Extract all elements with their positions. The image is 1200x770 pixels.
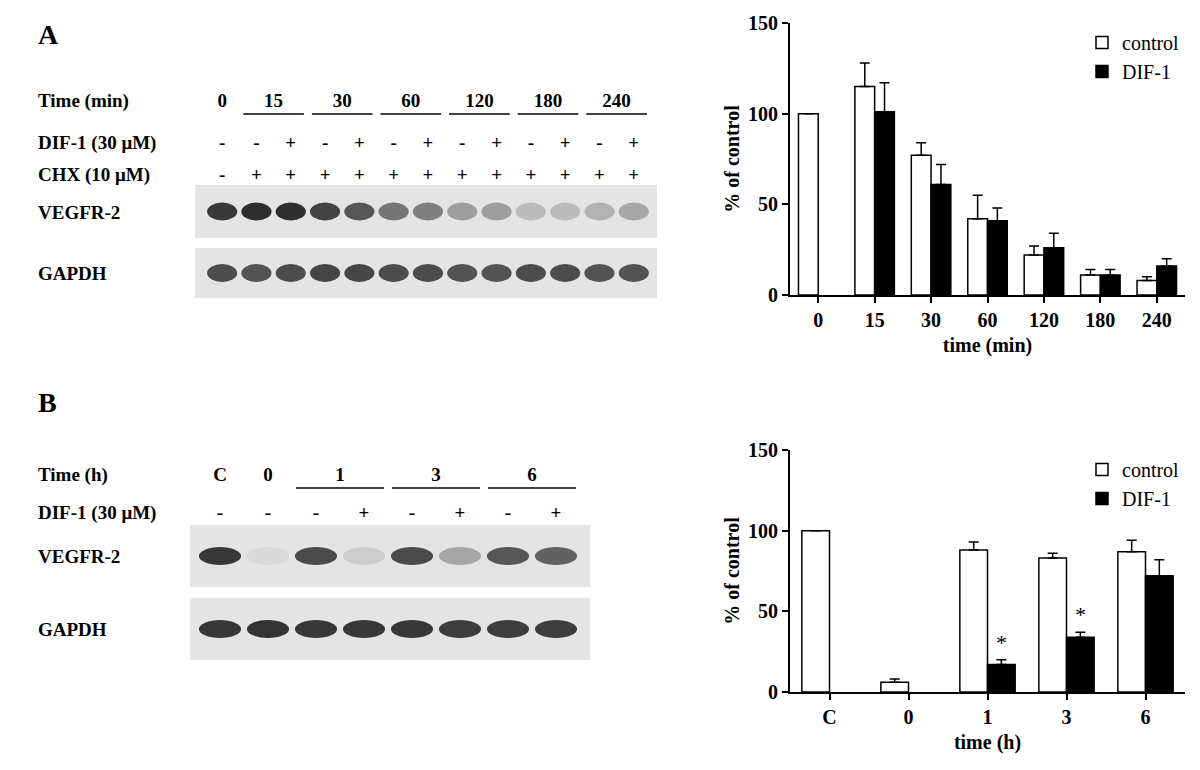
svg-text:-: -: [313, 502, 319, 523]
svg-text:-: -: [390, 132, 396, 153]
svg-text:control: control: [1122, 459, 1179, 481]
svg-text:-: -: [409, 502, 415, 523]
svg-text:240: 240: [602, 90, 631, 111]
svg-text:6: 6: [1141, 706, 1151, 728]
svg-text:+: +: [388, 164, 399, 185]
svg-text:0: 0: [217, 90, 227, 111]
svg-text:VEGFR-2: VEGFR-2: [38, 546, 120, 567]
svg-text:240: 240: [1142, 309, 1172, 331]
svg-text:-: -: [219, 132, 225, 153]
svg-text:0: 0: [904, 706, 914, 728]
svg-text:180: 180: [1085, 309, 1115, 331]
svg-text:A: A: [38, 19, 59, 50]
svg-text:GAPDH: GAPDH: [38, 263, 107, 284]
svg-text:-: -: [505, 502, 511, 523]
svg-text:DIF-1 (30 μM): DIF-1 (30 μM): [38, 132, 156, 154]
svg-text:6: 6: [527, 464, 537, 485]
svg-text:15: 15: [865, 309, 885, 331]
svg-text:VEGFR-2: VEGFR-2: [38, 202, 120, 223]
svg-text:180: 180: [534, 90, 563, 111]
svg-text:+: +: [560, 132, 571, 153]
svg-text:+: +: [491, 132, 502, 153]
svg-text:30: 30: [333, 90, 352, 111]
svg-text:+: +: [491, 164, 502, 185]
svg-text:+: +: [628, 132, 639, 153]
svg-text:+: +: [628, 164, 639, 185]
svg-text:DIF-1: DIF-1: [1122, 488, 1171, 510]
svg-text:GAPDH: GAPDH: [38, 619, 107, 640]
svg-text:0: 0: [813, 309, 823, 331]
svg-text:-: -: [596, 132, 602, 153]
svg-text:-: -: [459, 132, 465, 153]
svg-text:50: 50: [758, 600, 778, 622]
svg-text:1: 1: [983, 706, 993, 728]
svg-text:+: +: [359, 502, 370, 523]
svg-text:150: 150: [748, 439, 778, 461]
svg-text:+: +: [551, 502, 562, 523]
svg-text:60: 60: [401, 90, 420, 111]
svg-text:+: +: [457, 164, 468, 185]
svg-text:+: +: [320, 164, 331, 185]
svg-text:C: C: [213, 464, 227, 485]
svg-text:+: +: [285, 132, 296, 153]
svg-text:time (h): time (h): [954, 731, 1021, 754]
svg-text:*: *: [1075, 602, 1086, 627]
svg-text:100: 100: [748, 520, 778, 542]
svg-text:-: -: [528, 132, 534, 153]
svg-text:+: +: [455, 502, 466, 523]
svg-text:0: 0: [263, 464, 273, 485]
svg-text:*: *: [996, 630, 1007, 655]
svg-text:0: 0: [768, 284, 778, 306]
svg-text:3: 3: [431, 464, 441, 485]
svg-text:-: -: [265, 502, 271, 523]
svg-text:100: 100: [748, 103, 778, 125]
svg-text:+: +: [354, 132, 365, 153]
svg-text:50: 50: [758, 193, 778, 215]
svg-text:-: -: [217, 502, 223, 523]
svg-text:+: +: [354, 164, 365, 185]
svg-text:+: +: [423, 164, 434, 185]
svg-text:-: -: [322, 132, 328, 153]
svg-text:150: 150: [748, 12, 778, 34]
svg-text:15: 15: [264, 90, 283, 111]
svg-text:3: 3: [1062, 706, 1072, 728]
svg-text:Time (h): Time (h): [38, 464, 108, 486]
svg-text:% of control: % of control: [721, 517, 743, 625]
svg-text:+: +: [594, 164, 605, 185]
svg-text:0: 0: [768, 681, 778, 703]
svg-text:Time (min): Time (min): [38, 90, 129, 112]
svg-text:+: +: [560, 164, 571, 185]
svg-text:120: 120: [465, 90, 494, 111]
svg-text:1: 1: [335, 464, 345, 485]
svg-text:CHX (10 μM): CHX (10 μM): [38, 164, 150, 186]
svg-text:DIF-1 (30 μM): DIF-1 (30 μM): [38, 502, 156, 524]
svg-text:+: +: [525, 164, 536, 185]
svg-text:DIF-1: DIF-1: [1122, 61, 1171, 83]
svg-text:+: +: [423, 132, 434, 153]
svg-text:120: 120: [1029, 309, 1059, 331]
svg-text:-: -: [219, 164, 225, 185]
svg-text:% of control: % of control: [721, 105, 743, 213]
svg-text:-: -: [253, 132, 259, 153]
svg-text:30: 30: [921, 309, 941, 331]
svg-text:+: +: [285, 164, 296, 185]
svg-text:60: 60: [978, 309, 998, 331]
svg-text:control: control: [1122, 32, 1179, 54]
svg-text:+: +: [251, 164, 262, 185]
svg-text:time (min): time (min): [943, 334, 1032, 357]
svg-text:B: B: [38, 387, 57, 418]
svg-text:C: C: [822, 706, 836, 728]
